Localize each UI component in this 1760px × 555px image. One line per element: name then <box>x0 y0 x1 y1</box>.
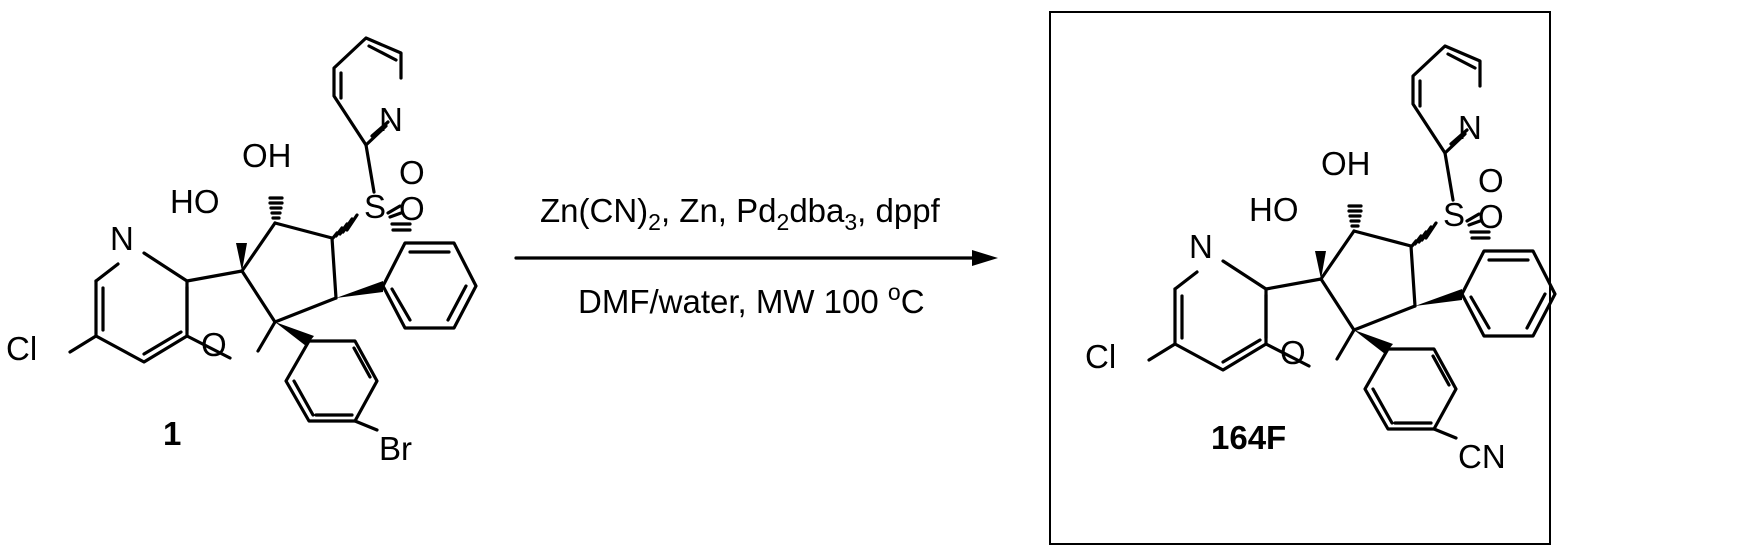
product-sulfonyl-oxygen-lower: O <box>1478 198 1504 235</box>
reactant-n-pyridine: N <box>110 220 134 257</box>
conditions-solvent-temperature: DMF/water, MW 100 oC <box>578 279 925 320</box>
reaction-arrow-group: Zn(CN)2, Zn, Pd2dba3, dppf DMF/water, MW… <box>516 192 998 320</box>
reactant-sulfonyl-oxygen-upper: O <box>399 154 425 191</box>
reactant-label: 1 <box>163 415 181 452</box>
reactant-oxygen-furan: O <box>201 326 227 363</box>
reactant-chlorine: Cl <box>6 330 37 367</box>
product-164F: N Cl O HO OH S O O N CN 164F <box>1085 46 1555 475</box>
reactant-bromine: Br <box>379 430 412 467</box>
product-sulfonyl-oxygen-upper: O <box>1478 162 1504 199</box>
product-n-pyridine: N <box>1189 228 1213 265</box>
reactant-n-pyridyl: N <box>379 101 403 138</box>
reactant-sulfur: S <box>364 188 386 225</box>
product-n-pyridyl: N <box>1458 109 1482 146</box>
product-nitrile: CN <box>1458 438 1506 475</box>
conditions-reagents: Zn(CN)2, Zn, Pd2dba3, dppf <box>540 192 941 235</box>
reactant-1: N Cl O HO OH S O O N Br 1 <box>6 38 476 467</box>
reactant-sulfonyl-oxygen-lower: O <box>399 190 425 227</box>
reactant-hydroxyl-ring: OH <box>242 137 292 174</box>
product-hydroxyl-bridgehead: HO <box>1249 191 1299 228</box>
product-label: 164F <box>1211 419 1286 456</box>
reaction-arrow-head <box>972 250 998 266</box>
product-sulfur: S <box>1443 196 1465 233</box>
product-hydroxyl-ring: OH <box>1321 145 1371 182</box>
product-chlorine: Cl <box>1085 338 1116 375</box>
product-oxygen-furan: O <box>1280 334 1306 371</box>
reactant-hydroxyl-bridgehead: HO <box>170 183 220 220</box>
